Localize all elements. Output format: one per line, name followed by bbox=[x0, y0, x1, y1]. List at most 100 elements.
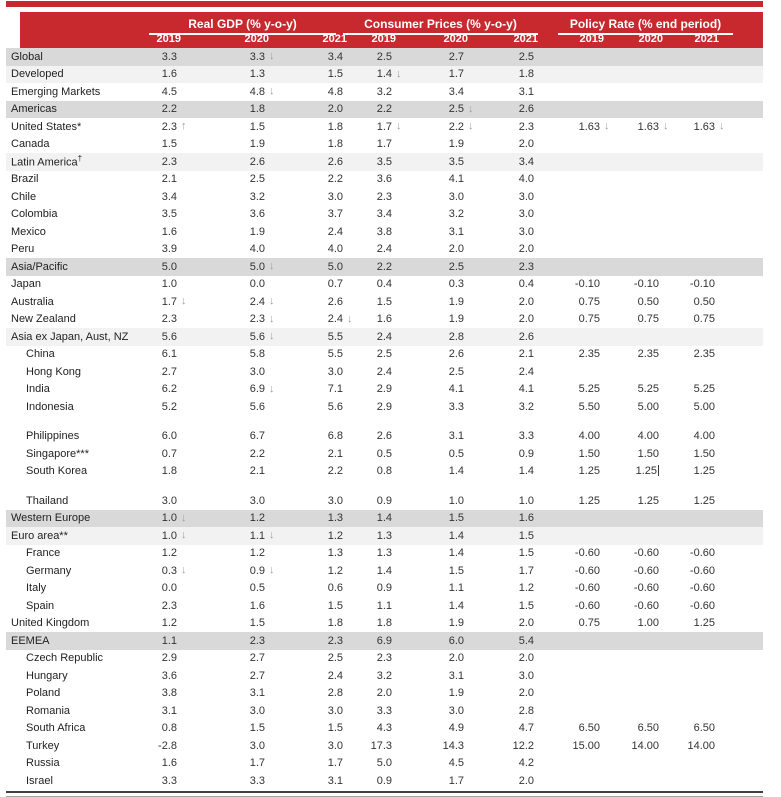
table-row: United States* 2.3 ↑ 1.5 1.8 1.7 ↓ 2.2 ↓ 2.3 1.63 ↓… bbox=[6, 118, 763, 136]
value-text: 0.8 bbox=[376, 465, 392, 478]
policy-value-cell: -0.60 bbox=[685, 545, 741, 563]
gdp-value-cell: 1.8 bbox=[203, 101, 291, 119]
policy-value-cell bbox=[626, 755, 685, 773]
row-label: Australia bbox=[11, 295, 54, 308]
gdp-value-cell: 5.5 bbox=[291, 346, 369, 364]
value-text: -0.60 bbox=[633, 582, 659, 595]
value-text: 1.0 bbox=[161, 278, 177, 291]
row-label: Thailand bbox=[26, 494, 69, 507]
policy-value-cell: 5.25 bbox=[626, 381, 685, 399]
table-row: China 6.1 5.8 5.5 2.5 2.6 2.1 2.35 2.35 2.35 bbox=[6, 346, 763, 364]
cpi-value-cell: 2.6 bbox=[490, 328, 560, 346]
cpi-value-cell: 3.0 bbox=[490, 188, 560, 206]
cpi-value-cell: 2.4 bbox=[369, 241, 418, 259]
value-text: 3.1 bbox=[518, 85, 534, 98]
value-text: 3.1 bbox=[249, 687, 265, 700]
cpi-value-cell: 1.5 bbox=[490, 597, 560, 615]
value-text: 2.7 bbox=[161, 365, 177, 378]
cpi-value-cell: 0.5 bbox=[418, 445, 490, 463]
policy-value-cell bbox=[626, 188, 685, 206]
down-arrow-icon: ↓ bbox=[269, 564, 275, 577]
value-text: 1.4 bbox=[448, 547, 464, 560]
gdp-value-cell: 1.7 bbox=[203, 755, 291, 773]
value-text: 1.50 bbox=[578, 447, 600, 460]
gdp-value-cell: 3.1 bbox=[203, 685, 291, 703]
value-text: 1.9 bbox=[448, 617, 464, 630]
value-text: 5.6 bbox=[327, 400, 343, 413]
table-row: South Africa 0.8 1.5 1.5 4.3 4.9 4.7 6.50 6.50 6.… bbox=[6, 720, 763, 738]
policy-value-cell bbox=[685, 328, 741, 346]
gdp-value-cell: 2.6 bbox=[203, 153, 291, 171]
value-text: 1.8 bbox=[327, 138, 343, 151]
value-text: 3.0 bbox=[518, 190, 534, 203]
cpi-value-cell: 2.0 bbox=[490, 241, 560, 259]
value-text: 1.1 bbox=[161, 634, 177, 647]
row-label: France bbox=[26, 547, 61, 560]
policy-value-cell: 5.00 bbox=[685, 398, 741, 416]
gdp-value-cell: 2.3 bbox=[149, 153, 203, 171]
policy-value-cell: -0.60 bbox=[626, 597, 685, 615]
gdp-value-cell: 1.2 bbox=[291, 527, 369, 545]
gdp-value-cell: 3.3 bbox=[149, 48, 203, 66]
value-text: 2.3 bbox=[249, 634, 265, 647]
value-text: 2.4 bbox=[327, 225, 343, 238]
table-row: India 6.2 6.9 ↓ 7.1 2.9 4.1 4.1 5.25 5.25 5.25 bbox=[6, 381, 763, 399]
value-text: 2.2 bbox=[327, 173, 343, 186]
policy-value-cell bbox=[685, 83, 741, 101]
table-row: France 1.2 1.2 1.3 1.3 1.4 1.5 -0.60 -0.60 -0.60 bbox=[6, 545, 763, 563]
gdp-value-cell: 4.0 bbox=[203, 241, 291, 259]
policy-value-cell bbox=[685, 685, 741, 703]
value-text: 0.7 bbox=[327, 278, 343, 291]
value-text: 1.3 bbox=[249, 68, 265, 81]
value-text: 5.0 bbox=[249, 260, 265, 273]
value-text: 2.3 bbox=[518, 260, 534, 273]
value-text: 1.9 bbox=[448, 687, 464, 700]
value-text: 2.3 bbox=[249, 313, 265, 326]
value-text: 3.3 bbox=[161, 774, 177, 787]
value-text: 6.9 bbox=[376, 634, 392, 647]
cpi-value-cell: 1.5 bbox=[418, 510, 490, 528]
value-text: 3.5 bbox=[161, 208, 177, 221]
policy-value-cell: -0.60 bbox=[560, 597, 626, 615]
value-text: 3.8 bbox=[161, 687, 177, 700]
gdp-value-cell: 2.7 bbox=[149, 363, 203, 381]
cpi-value-cell: 1.5 bbox=[490, 545, 560, 563]
gdp-value-cell: 1.2 bbox=[291, 562, 369, 580]
value-text: 2.3 bbox=[161, 155, 177, 168]
gdp-value-cell: 2.2 bbox=[291, 463, 369, 481]
gdp-value-cell: 1.3 bbox=[291, 510, 369, 528]
row-label: Latin America† bbox=[11, 154, 83, 170]
value-text: 3.2 bbox=[518, 400, 534, 413]
value-text: 5.25 bbox=[693, 383, 715, 396]
value-text: 4.1 bbox=[518, 383, 534, 396]
policy-value-cell: 0.75 bbox=[560, 293, 626, 311]
value-text: 3.3 bbox=[249, 774, 265, 787]
value-text: 3.0 bbox=[249, 704, 265, 717]
policy-value-cell bbox=[560, 667, 626, 685]
table-row: Asia/Pacific 5.0 5.0 ↓ 5.0 2.2 2.5 2.3 bbox=[6, 258, 763, 276]
down-arrow-icon: ↓ bbox=[181, 564, 187, 577]
table-row: Australia 1.7 ↓ 2.4 ↓ 2.6 1.5 1.9 2.0 0.75 0.50 0.5… bbox=[6, 293, 763, 311]
value-text: -2.8 bbox=[158, 739, 177, 752]
policy-value-cell bbox=[626, 363, 685, 381]
cpi-value-cell: 2.0 bbox=[490, 311, 560, 329]
row-label: Asia ex Japan, Aust, NZ bbox=[11, 330, 129, 343]
value-text: 1.4 bbox=[376, 68, 392, 81]
policy-value-cell bbox=[560, 650, 626, 668]
value-text: 2.4 bbox=[376, 243, 392, 256]
cpi-value-cell: 3.6 bbox=[369, 171, 418, 189]
value-text: 1.9 bbox=[448, 295, 464, 308]
down-arrow-icon: ↓ bbox=[269, 85, 275, 98]
policy-value-cell bbox=[560, 48, 626, 66]
value-text: 0.6 bbox=[327, 582, 343, 595]
cpi-value-cell: 6.0 bbox=[418, 632, 490, 650]
policy-value-cell: 1.25 bbox=[560, 492, 626, 510]
value-text: 3.3 bbox=[249, 50, 265, 63]
cpi-value-cell: 2.0 bbox=[490, 772, 560, 790]
cpi-value-cell: 3.2 bbox=[418, 206, 490, 224]
policy-value-cell: -0.60 bbox=[685, 597, 741, 615]
down-arrow-icon: ↓ bbox=[181, 295, 187, 308]
cpi-value-cell: 2.1 bbox=[490, 346, 560, 364]
value-text: 2.9 bbox=[161, 652, 177, 665]
value-text: 1.8 bbox=[327, 120, 343, 133]
